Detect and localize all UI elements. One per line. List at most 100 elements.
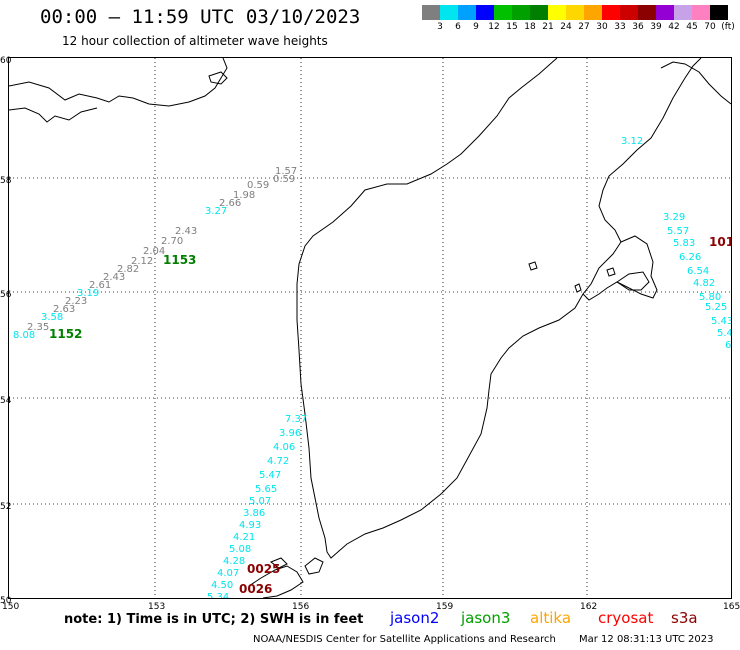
scale-tick-label: 39 <box>650 22 662 32</box>
chart-title: 00:00 — 11:59 UTC 03/10/2023 <box>40 6 361 28</box>
scale-tick-label: 3 <box>437 22 443 32</box>
wave-height-value: 6.54 <box>687 266 709 277</box>
wave-height-value: 5.47 <box>259 470 281 481</box>
wave-height-value: 4.21 <box>233 532 255 543</box>
wave-height-value: 5.25 <box>705 302 727 313</box>
wave-height-value: 3.96 <box>279 428 301 439</box>
scale-tick-label: 36 <box>632 22 644 32</box>
wave-height-value: 2.61 <box>89 280 111 291</box>
wave-height-value: 5.08 <box>229 544 251 555</box>
longitude-label: 159 <box>436 602 454 612</box>
scale-swatch <box>530 5 548 20</box>
peninsula-east <box>616 271 650 291</box>
scale-tick-label: 30 <box>596 22 608 32</box>
latitude-label: 58 <box>0 176 12 186</box>
islet-b <box>574 283 582 293</box>
scale-swatch <box>638 5 656 20</box>
wave-height-value: 4.06 <box>273 442 295 453</box>
mission-cryosat: cryosat <box>598 609 654 627</box>
scale-swatch <box>422 5 440 20</box>
scale-tick-label: 18 <box>524 22 536 32</box>
scale-tick-label: 45 <box>686 22 698 32</box>
wave-height-value: 5.43 <box>717 328 731 339</box>
scale-swatch <box>584 5 602 20</box>
wave-height-value: 3.19 <box>77 288 99 299</box>
wave-height-value: 6.7 <box>725 340 731 351</box>
wave-height-value: 2.43 <box>175 226 197 237</box>
wave-height-value: 3.12 <box>621 136 643 147</box>
wave-height-value: 1.98 <box>233 190 255 201</box>
kamchatka-coastline <box>296 58 702 559</box>
wave-height-value: 5.07 <box>249 496 271 507</box>
scale-swatch <box>566 5 584 20</box>
latitude-label: 60 <box>0 56 12 66</box>
wave-height-value: 2.23 <box>65 296 87 307</box>
ne-coast <box>660 61 731 105</box>
scale-unit: (ft) <box>721 22 735 32</box>
wave-height-value: 3.27 <box>205 206 227 217</box>
islet-c <box>606 267 616 277</box>
footnote: note: 1) Time is in UTC; 2) SWH is in fe… <box>64 612 364 627</box>
wave-height-map: 1.570.590.591.982.663.272.432.702.042.12… <box>9 58 731 598</box>
wave-height-value: 2.04 <box>143 246 165 257</box>
wave-height-value: 2.43 <box>103 272 125 283</box>
wave-height-value: 5.83 <box>673 238 695 249</box>
okhotsk-north-coast-b <box>9 107 98 123</box>
lat-lon-grid <box>9 58 731 598</box>
wave-height-value: 2.12 <box>131 256 153 267</box>
scale-tick-label: 24 <box>560 22 572 32</box>
scale-tick-label: 9 <box>473 22 479 32</box>
wave-height-value: 3.58 <box>41 312 63 323</box>
wave-height-value: 2.82 <box>117 264 139 275</box>
wave-height-labels: 1.570.590.591.982.663.272.432.702.042.12… <box>13 136 731 598</box>
scale-tick-label: 42 <box>668 22 680 32</box>
scale-swatch <box>548 5 566 20</box>
wave-height-value: 2.35 <box>27 322 49 333</box>
scale-tick-label: 15 <box>506 22 518 32</box>
pass-time-label: 1153 <box>163 253 196 267</box>
longitude-label: 156 <box>292 602 310 612</box>
scale-swatch <box>710 5 728 20</box>
chart-subtitle: 12 hour collection of altimeter wave hei… <box>62 34 328 48</box>
scale-tick-label: 70 <box>704 22 716 32</box>
scale-swatch <box>512 5 530 20</box>
wave-height-value: 3.86 <box>243 508 265 519</box>
wave-height-value: 3.29 <box>663 212 685 223</box>
scale-swatch <box>476 5 494 20</box>
wave-height-value: 4.28 <box>223 556 245 567</box>
wave-height-value: 1.57 <box>275 166 297 177</box>
wave-height-value: 0.59 <box>273 174 295 185</box>
wave-height-value: 7.37 <box>285 414 307 425</box>
kuril-island-1 <box>248 565 304 598</box>
mission-altika: altika <box>530 609 572 627</box>
mission-jason3: jason3 <box>461 609 511 627</box>
scale-swatch <box>602 5 620 20</box>
latitude-label: 54 <box>0 396 12 406</box>
wave-height-value: 4.82 <box>693 278 715 289</box>
kuril-island-2 <box>304 557 324 575</box>
scale-swatch <box>458 5 476 20</box>
pass-time-label: 1012 <box>709 235 731 249</box>
mission-jason2: jason2 <box>390 609 440 627</box>
wave-height-value: 5.43 <box>711 316 731 327</box>
kuril-island-3 <box>269 557 288 569</box>
scale-tick-label: 33 <box>614 22 626 32</box>
longitude-label: 165 <box>723 602 740 612</box>
islet-a <box>528 261 538 271</box>
okhotsk-north-coast <box>9 58 228 107</box>
longitude-label: 153 <box>148 602 166 612</box>
latitude-label: 52 <box>0 502 12 512</box>
scale-swatch <box>620 5 638 20</box>
longitude-label: 162 <box>580 602 598 612</box>
wave-height-value: 5.34 <box>207 592 229 598</box>
islet-north <box>208 71 228 85</box>
wave-height-value: 5.57 <box>667 226 689 237</box>
wave-height-value: 6.26 <box>679 252 701 263</box>
scale-swatch <box>674 5 692 20</box>
wave-height-value: 4.50 <box>211 580 233 591</box>
mission-s3a: s3a <box>671 609 698 627</box>
wave-height-value: 4.93 <box>239 520 261 531</box>
coastline <box>9 58 731 598</box>
scale-tick-label: 12 <box>488 22 500 32</box>
wave-height-value: 2.66 <box>219 198 241 209</box>
